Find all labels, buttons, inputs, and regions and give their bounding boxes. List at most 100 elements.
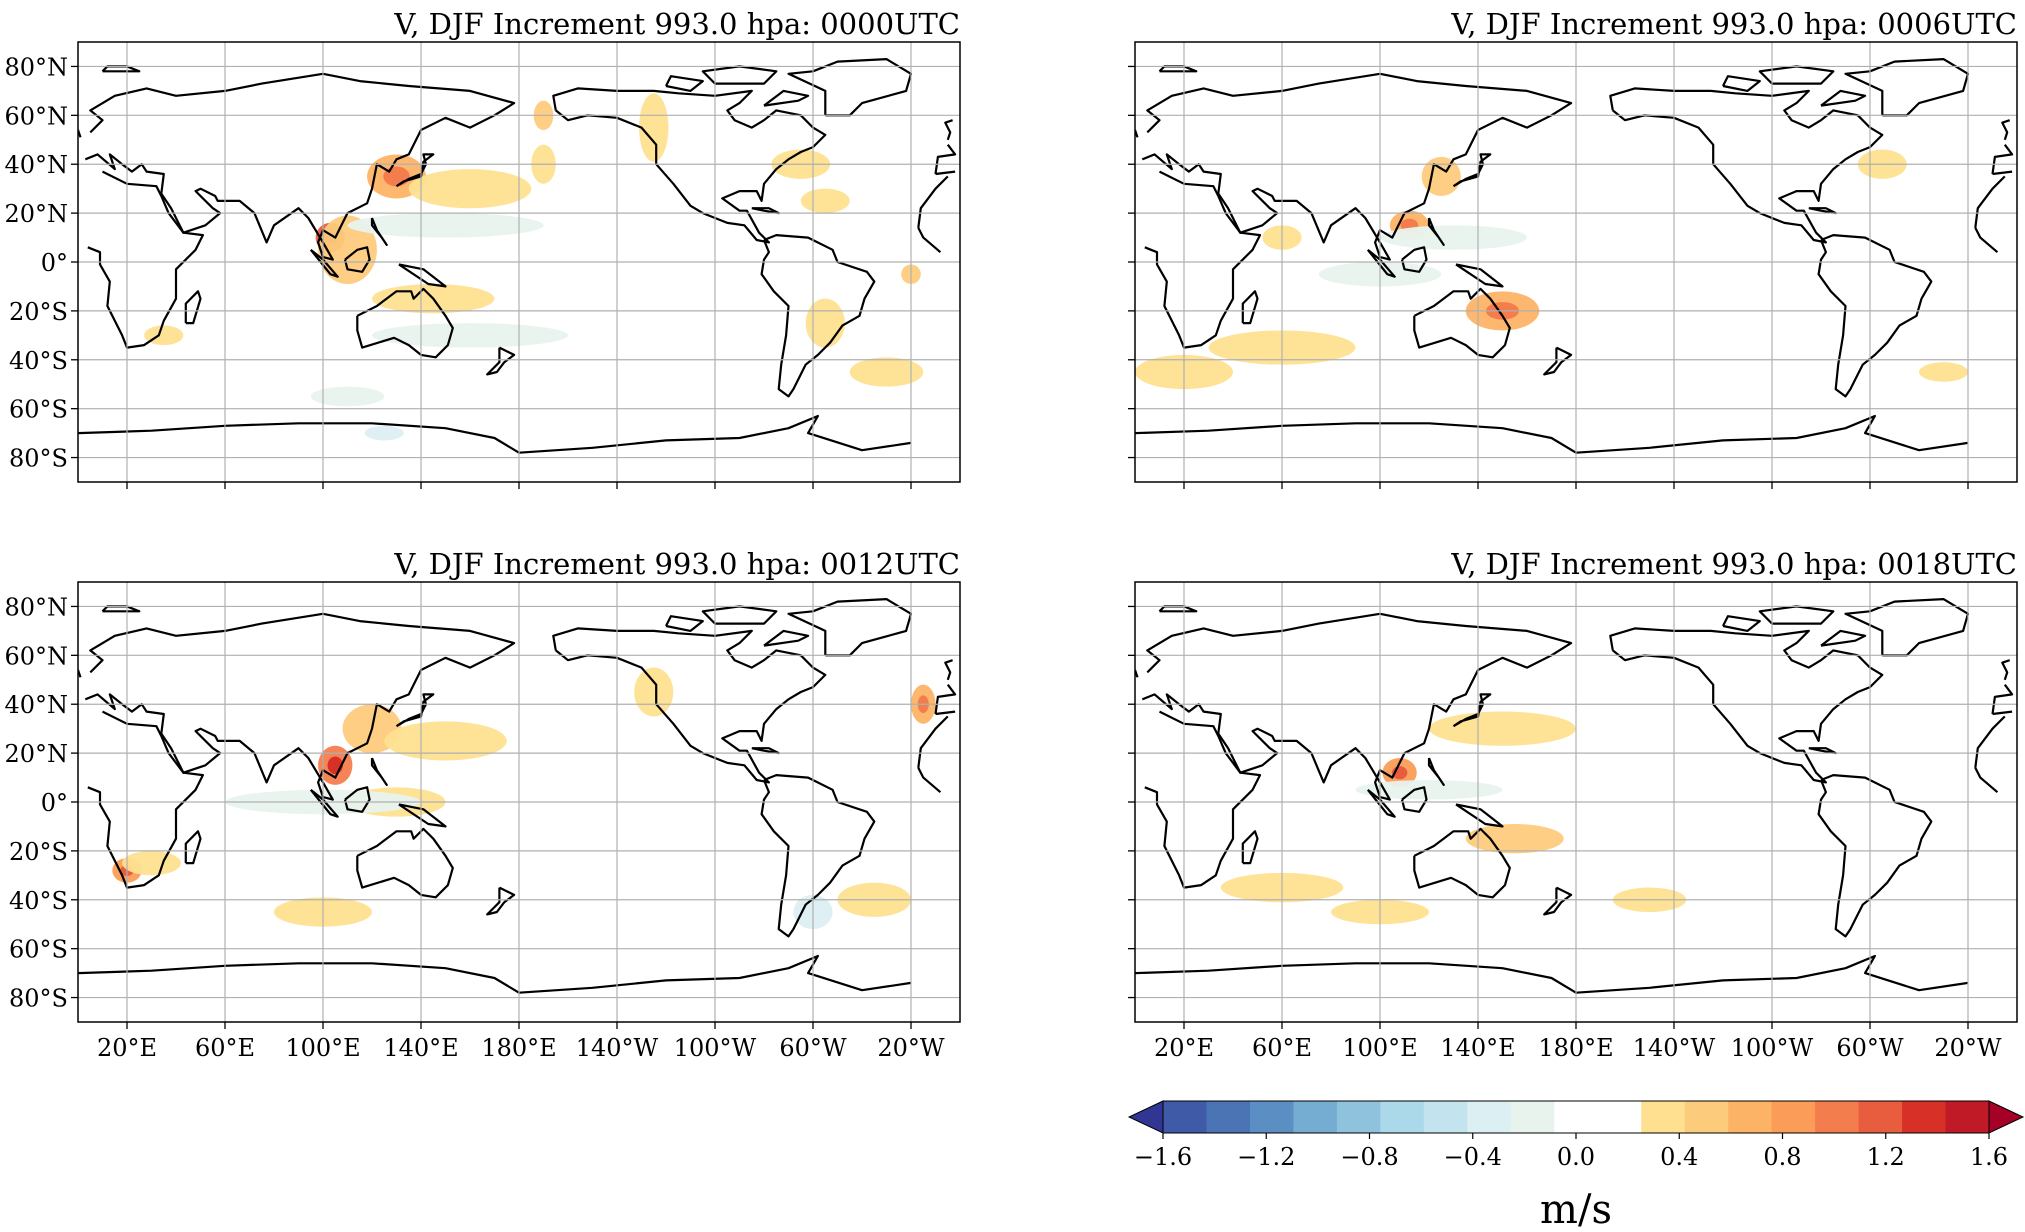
coastline (1452, 693, 1492, 728)
lat-label: 20°N (4, 200, 68, 228)
increment-contour (805, 298, 845, 348)
lat-label: 80°S (9, 445, 68, 473)
lat-label: 40°N (4, 691, 68, 719)
lon-label: 60°W (1836, 1034, 1904, 1062)
coastline (1366, 248, 1396, 278)
coastline (84, 72, 957, 261)
coastline (1844, 598, 1970, 657)
colorbar-bin (1728, 1101, 1773, 1133)
increment-contour (347, 213, 544, 238)
lon-label: 140°W (1633, 1034, 1716, 1062)
colorbar-extend-min (1127, 1100, 1164, 1134)
coastline (486, 886, 516, 916)
map-panel-p0012: V, DJF Increment 993.0 hpa: 0012UTC 80°N 6… (4, 547, 961, 1062)
lat-label: 80°S (9, 985, 68, 1013)
colorbar-tick-label: 0.4 (1660, 1143, 1698, 1171)
coastline (309, 788, 339, 818)
increment-contour (1919, 362, 1968, 382)
increment-contour (800, 188, 850, 214)
lat-label: 40°N (4, 151, 68, 179)
coastline (552, 627, 827, 784)
colorbar-bin (1293, 1101, 1338, 1133)
lat-label: 40°S (9, 347, 68, 375)
lon-label: 100°W (1731, 1034, 1814, 1062)
coastline (1141, 72, 2014, 261)
coastline (1455, 803, 1504, 828)
lon-label: 60°W (779, 1034, 847, 1062)
increment-contour (1380, 225, 1527, 250)
coastline (1543, 886, 1573, 916)
panel-title: V, DJF Increment 993.0 hpa: 0018UTC (1450, 547, 2017, 581)
coastline (398, 263, 447, 288)
colorbar-tick-label: −0.4 (1444, 1143, 1502, 1171)
coastline (309, 248, 339, 278)
panel-title: V, DJF Increment 993.0 hpa: 0012UTC (393, 547, 960, 581)
coastline (356, 827, 454, 899)
colorbar-label: m/s (1540, 1187, 1612, 1232)
colorbar-tick-label: 1.2 (1867, 1143, 1905, 1171)
increment-contour (1355, 780, 1503, 800)
coastline (1452, 153, 1492, 188)
coastline (1144, 710, 2006, 889)
coastline (356, 287, 454, 359)
coastline (763, 629, 810, 647)
colorbar-bin (1554, 1101, 1599, 1133)
increment-contour (1429, 711, 1576, 746)
lon-label: 60°E (195, 1034, 255, 1062)
lat-label: 60°N (4, 642, 68, 670)
lon-label: 100°W (674, 1034, 757, 1062)
coastline (1844, 58, 1970, 117)
lat-label: 60°S (9, 936, 68, 964)
lon-label: 20°E (1154, 1034, 1214, 1062)
coastline (701, 65, 778, 85)
increment-contour (122, 850, 181, 876)
lat-label: 0° (41, 249, 68, 277)
panel-title: V, DJF Increment 993.0 hpa: 0006UTC (1450, 7, 2017, 41)
coastline (1722, 75, 1761, 92)
coastline (665, 75, 704, 92)
lon-label: 20°W (877, 1034, 945, 1062)
lat-label: 40°S (9, 887, 68, 915)
colorbar-tick-label: 1.6 (1970, 1143, 2008, 1171)
colorbar-extend-max (1988, 1100, 2025, 1134)
colorbar-bin (1510, 1101, 1555, 1133)
coastline (665, 615, 704, 632)
coastline (395, 153, 435, 188)
colorbar-bin (1336, 1101, 1381, 1133)
coastline (1820, 629, 1867, 647)
colorbar-bin (1249, 1101, 1294, 1133)
lon-label: 180°E (1538, 1034, 1613, 1062)
coastline (343, 246, 371, 273)
colorbar-bin (1858, 1101, 1903, 1133)
coastline (1722, 615, 1761, 632)
colorbar-bin (1902, 1101, 1947, 1133)
increment-contour (408, 169, 532, 209)
lon-label: 140°E (383, 1034, 458, 1062)
coastline (1400, 786, 1428, 813)
coastline (701, 605, 778, 625)
lat-label: 20°S (9, 298, 68, 326)
coastline (395, 693, 435, 728)
increment-contour (310, 386, 385, 407)
coastline (1413, 827, 1511, 899)
lat-label: 60°S (9, 396, 68, 424)
coastline (787, 598, 913, 657)
colorbar-bin (1597, 1101, 1642, 1133)
colorbar-bin (1641, 1101, 1686, 1133)
increment-contour (144, 325, 184, 346)
map-panel-p0006: V, DJF Increment 993.0 hpa: 0006UTC (1128, 7, 2018, 489)
coastline (1609, 87, 1884, 244)
colorbar-tick-label: −0.8 (1340, 1143, 1398, 1171)
increment-contour (372, 323, 568, 348)
lon-label: 20°E (97, 1034, 157, 1062)
lat-label: 20°N (4, 740, 68, 768)
coastline (552, 87, 827, 244)
coastline (1141, 612, 2014, 801)
coastline (370, 757, 388, 786)
lon-label: 100°E (1342, 1034, 1417, 1062)
increment-contour (849, 357, 924, 387)
lon-label: 180°E (481, 1034, 556, 1062)
coastline (486, 346, 516, 376)
coastline (87, 710, 949, 889)
